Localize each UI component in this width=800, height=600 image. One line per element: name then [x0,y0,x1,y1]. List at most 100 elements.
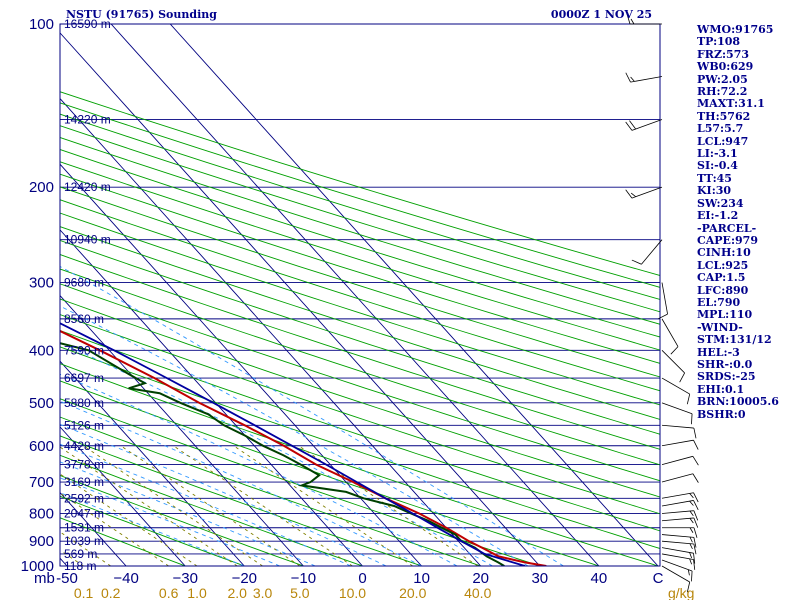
moist-adiabat [60,492,245,566]
dry-adiabat [60,102,660,288]
dry-adiabat [60,113,660,300]
wind-barb [625,119,663,131]
mixing-ratio-line [60,531,111,566]
wind-barb [625,72,663,83]
height-label: 118 m [64,559,96,573]
wind-barb [661,439,699,450]
wind-barb [661,547,696,564]
height-label: 3169 m [64,475,104,489]
sounding-index-item: TH:5762 [697,109,751,123]
mixing-ratio-tick-label: 3.0 [253,585,273,600]
pressure-tick-label: 400 [29,342,54,359]
sounding-index-item: SW:234 [697,196,744,210]
wind-barb [661,473,699,483]
height-label: 5126 m [64,418,104,432]
pressure-tick-label: 300 [29,275,54,292]
moist-adiabat [60,373,458,566]
moist-adiabat [60,265,564,566]
height-label: 12420 m [64,180,111,194]
sounding-index-item: BRN:10005.6 [697,395,779,409]
sounding-index-item: EL:790 [697,295,741,309]
temperature-tick-label: -50 [56,570,78,587]
temperature-tick-label: −20 [232,570,257,587]
sounding-index-item: CINH:10 [697,246,751,260]
wind-barb [631,239,663,265]
mixing-ratio-tick-label: 10.0 [339,585,366,600]
sounding-index-item: LI:-3.1 [697,147,738,161]
moist-adiabat [60,423,387,566]
height-label: 9680 m [64,276,104,290]
dry-adiabat [60,173,660,364]
moist-adiabat [60,461,316,566]
dry-adiabat [60,435,422,566]
pressure-tick-label: 1000 [21,558,54,575]
dry-adiabat [60,226,660,420]
mixing-ratio-tick-label: 40.0 [464,585,491,600]
isotherm-line [60,229,363,566]
wind-barb [661,500,699,510]
sounding-index-item: WB0:629 [697,60,754,74]
mixing-ratio-unit-label: g/kg [668,585,694,600]
height-label: 6697 m [64,371,104,385]
sounding-index-item: SRDS:-25 [697,370,756,384]
isotherm-line [0,24,8,566]
mixing-ratio-tick-label: 20.0 [399,585,426,600]
dry-adiabat [60,330,660,532]
sounding-index-item: RH:72.2 [697,85,748,99]
dry-adiabat [60,416,481,566]
sounding-index-item: EHI:0.1 [697,382,745,396]
mixing-ratio-line [60,473,198,566]
dry-adiabat [60,161,660,351]
wind-barb [658,282,668,320]
sounding-index-item: STM:131/12 [697,333,772,347]
temperature-tick-label: 40 [591,570,608,587]
height-label: 8560 m [64,312,104,326]
mixing-ratio-tick-label: 5.0 [290,585,310,600]
sounding-index-item: HEL:-3 [697,345,740,359]
mixing-ratio-line [120,445,301,566]
pressure-tick-label: 500 [29,395,54,412]
moist-adiabat [60,341,493,566]
pressure-tick-label: 900 [29,533,54,550]
wind-barb [661,350,685,383]
isotherm-line [169,24,659,566]
wind-barb [661,510,699,521]
sounding-index-item: TT:45 [697,171,732,185]
sounding-title: NSTU (91765) Sounding [66,8,217,21]
wind-barbs [625,13,699,593]
dry-adiabat [60,254,660,450]
dry-adiabat [60,239,660,435]
pressure-tick-label: 200 [29,179,54,196]
dewpoint-profile-line [60,342,505,566]
wind-barb [626,13,662,25]
height-label: 10940 m [64,233,111,247]
pressure-tick-label: 600 [29,438,54,455]
dry-adiabat [60,454,363,566]
pressure-tick-label: 700 [29,474,54,491]
mixing-ratio-line [233,445,413,566]
sounding-index-item: EI:-1.2 [697,209,739,223]
height-label: 14220 m [64,112,111,126]
mixing-ratio-tick-label: 2.0 [227,585,247,600]
wind-barb [661,553,696,570]
mixing-ratio-tick-label: 0.1 [74,585,94,600]
mixing-ratio-tick-label: 0.2 [101,585,121,600]
dry-adiabat [60,136,660,325]
height-label: 3778 m [64,458,104,472]
isotherm-line [60,426,186,566]
dry-adiabat [60,149,660,338]
mixing-ratio-tick-label: 1.0 [187,585,207,600]
dry-adiabat [60,346,660,549]
isotherm-line [60,360,245,566]
mixing-ratio-line [173,445,353,566]
isotherm-line [60,97,482,566]
chart-grid [0,24,660,566]
wind-barb [661,559,693,582]
pressure-unit-label: mb [34,570,55,587]
sounding-index-item: BSHR:0 [697,407,746,421]
dry-adiabat [60,91,660,276]
temperature-tick-label: 30 [531,570,548,587]
moist-adiabat [60,400,422,566]
sounding-index-item: -WIND- [697,320,743,334]
temperature-tick-label: 10 [413,570,430,587]
